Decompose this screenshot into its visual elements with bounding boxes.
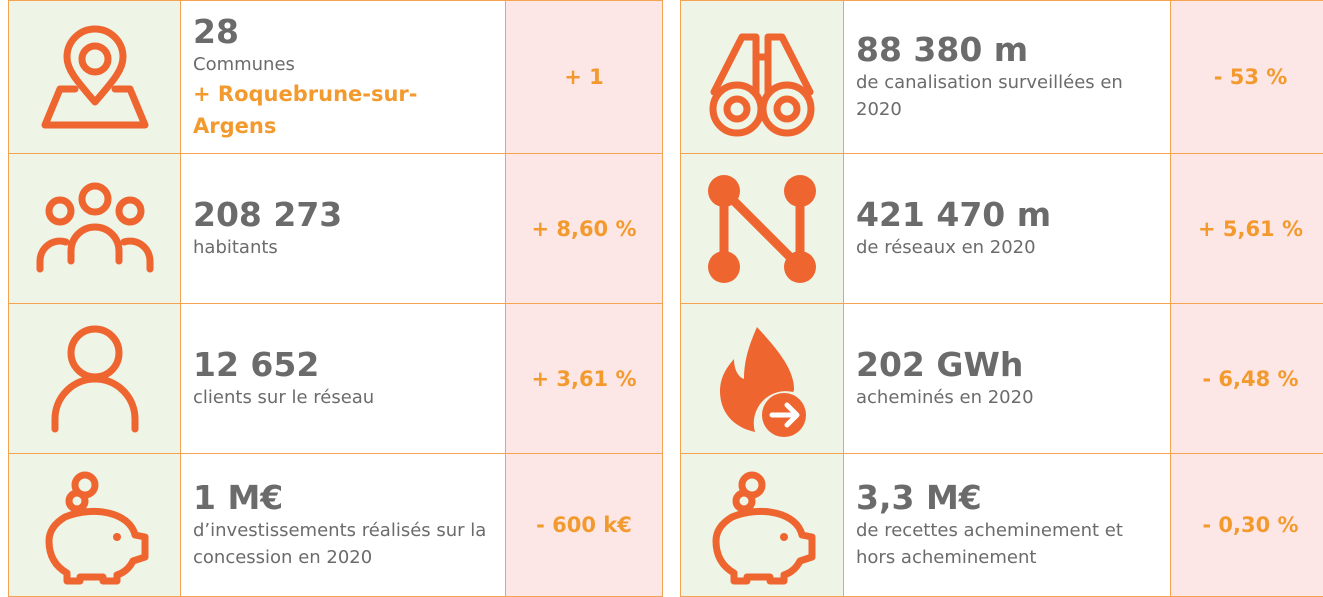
- icon: [51, 325, 138, 432]
- icon-cell: [9, 304, 181, 454]
- value: 3,3 M€: [856, 478, 982, 517]
- change: - 0,30 %: [1202, 513, 1299, 537]
- label: Communes: [193, 53, 295, 75]
- icon: [708, 174, 816, 283]
- change-cell: - 53 %: [1171, 1, 1323, 154]
- change: + 1: [564, 65, 604, 89]
- value: 88 380 m: [856, 30, 1029, 69]
- icon: [45, 471, 148, 585]
- text-cell: 12 652 clients sur le réseau: [181, 304, 506, 454]
- value: 1 M€: [193, 478, 284, 517]
- label: de canalisation surveillées en 2020: [856, 72, 1123, 120]
- label: d’investissements réalisés sur la conces…: [193, 520, 487, 568]
- label: acheminés en 2020: [856, 387, 1034, 408]
- change-cell: - 600 k€: [506, 454, 663, 597]
- label: de réseaux en 2020: [856, 237, 1036, 258]
- value: 208 273: [193, 195, 343, 234]
- icon-cell: [9, 154, 181, 304]
- label: clients sur le réseau: [193, 387, 375, 408]
- change-cell: + 8,60 %: [506, 154, 663, 304]
- label: habitants: [193, 237, 278, 258]
- value: 202 GWh: [856, 345, 1024, 384]
- icon: [709, 33, 815, 137]
- value: 12 652: [193, 345, 320, 384]
- text-cell: 1 M€ d’investissements réalisés sur la co…: [181, 454, 506, 597]
- icon-cell: [681, 154, 844, 304]
- icon-cell: [9, 1, 181, 154]
- icon-cell: [681, 454, 844, 597]
- icon: [41, 25, 148, 129]
- change: + 5,61 %: [1197, 216, 1304, 241]
- value: 28: [193, 11, 239, 51]
- change: - 600 k€: [536, 513, 632, 537]
- icon-cell: [681, 304, 844, 454]
- text-cell: 421 470 m de réseaux en 2020: [844, 154, 1171, 304]
- text-cell: 3,3 M€ de recettes acheminement et hors a…: [844, 454, 1171, 597]
- change-cell: + 5,61 %: [1171, 154, 1323, 304]
- icon: [36, 182, 153, 272]
- text-cell: 202 GWh acheminés en 2020: [844, 304, 1171, 454]
- text-cell: 208 273 habitants: [181, 154, 506, 304]
- label: de recettes acheminement et hors achemin…: [856, 520, 1123, 568]
- change: - 53 %: [1213, 65, 1288, 89]
- extra: + Roquebrune-sur-Argens: [193, 81, 418, 138]
- change: - 6,48 %: [1202, 366, 1299, 391]
- change-cell: + 1: [506, 1, 663, 154]
- right-table: 88 380 m de canalisation surveillées en 2…: [680, 0, 1323, 597]
- change-cell: - 6,48 %: [1171, 304, 1323, 454]
- text-cell: 28 Communes + Roquebrune-sur-Argens: [181, 1, 506, 154]
- icon-cell: [681, 1, 844, 154]
- icon-cell: [9, 454, 181, 597]
- change: + 8,60 %: [531, 216, 637, 241]
- change-cell: + 3,61 %: [506, 304, 663, 454]
- change: + 3,61 %: [531, 366, 637, 391]
- change-cell: - 0,30 %: [1171, 454, 1323, 597]
- text-cell: 88 380 m de canalisation surveillées en 2…: [844, 1, 1171, 154]
- icon: [720, 326, 806, 437]
- left-table: 28 Communes + Roquebrune-sur-Argens + 1 208 …: [8, 0, 663, 597]
- value: 421 470 m: [856, 195, 1052, 234]
- icon: [712, 471, 816, 585]
